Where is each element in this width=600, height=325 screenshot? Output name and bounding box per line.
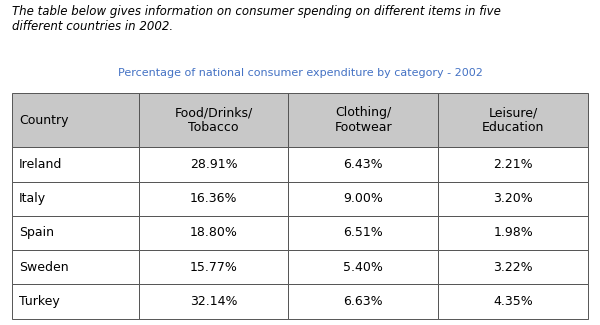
Text: 16.36%: 16.36% [190,192,238,205]
Text: 18.80%: 18.80% [190,227,238,240]
Text: 9.00%: 9.00% [343,192,383,205]
Text: 1.98%: 1.98% [493,227,533,240]
Text: 15.77%: 15.77% [190,261,238,274]
Text: Spain: Spain [19,227,54,240]
Text: 5.40%: 5.40% [343,261,383,274]
Text: 4.35%: 4.35% [493,295,533,308]
Text: Country: Country [19,113,69,126]
Text: Clothing/
Footwear: Clothing/ Footwear [335,106,392,134]
Text: 32.14%: 32.14% [190,295,238,308]
Text: 28.91%: 28.91% [190,158,238,171]
Text: 6.63%: 6.63% [344,295,383,308]
Text: Sweden: Sweden [19,261,69,274]
Text: 3.20%: 3.20% [493,192,533,205]
Text: Percentage of national consumer expenditure by category - 2002: Percentage of national consumer expendit… [118,68,482,78]
Text: 3.22%: 3.22% [493,261,533,274]
Text: Italy: Italy [19,192,46,205]
Text: Food/Drinks/
Tobacco: Food/Drinks/ Tobacco [175,106,253,134]
Text: Turkey: Turkey [19,295,60,308]
Text: 2.21%: 2.21% [493,158,533,171]
Text: Leisure/
Education: Leisure/ Education [482,106,544,134]
Text: Ireland: Ireland [19,158,62,171]
Text: 6.51%: 6.51% [343,227,383,240]
Text: 6.43%: 6.43% [344,158,383,171]
Text: The table below gives information on consumer spending on different items in fiv: The table below gives information on con… [12,5,501,33]
